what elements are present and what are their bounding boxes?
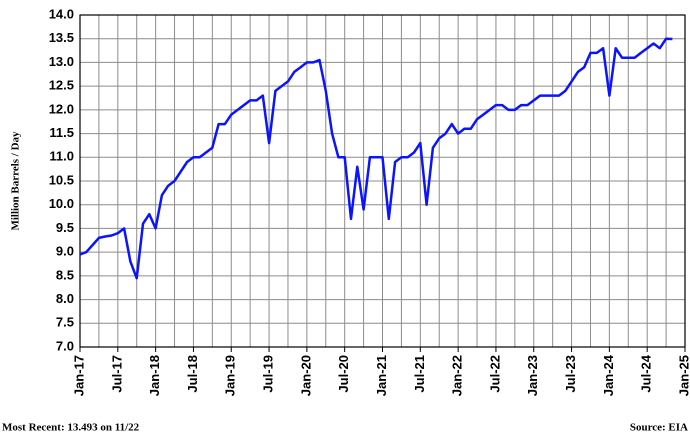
- x-tick-label: Jan-22: [450, 355, 465, 396]
- y-tick-label: 7.0: [56, 338, 74, 353]
- x-tick-label: Jan-24: [601, 354, 616, 396]
- x-tick-label: Jul-18: [185, 355, 200, 393]
- x-tick-label: Jul-23: [563, 355, 578, 393]
- x-tick-label: Jan-23: [525, 355, 540, 396]
- x-tick-label: Jan-21: [374, 355, 389, 396]
- x-tick-label: Jan-18: [147, 355, 162, 396]
- y-tick-label: 12.5: [49, 78, 74, 93]
- x-tick-label: Jan-19: [223, 355, 238, 396]
- y-tick-label: 11.0: [49, 149, 74, 164]
- footnote: Most Recent: 13.493 on 11/22: [2, 422, 140, 434]
- y-tick-label: 10.5: [49, 172, 74, 187]
- y-tick-label: 14.0: [49, 6, 74, 21]
- plot-frame: [79, 14, 686, 348]
- y-tick-label: 8.5: [56, 267, 74, 282]
- y-tick-label: 8.0: [56, 291, 74, 306]
- x-tick-label: Jul-21: [412, 355, 427, 393]
- x-tick-label: Jan-25: [676, 355, 690, 396]
- x-tick-label: Jul-22: [487, 355, 502, 393]
- y-axis-label: Million Barrels / Day: [10, 131, 22, 231]
- x-tick-label: Jul-17: [109, 355, 124, 393]
- y-tick-label: 12.0: [49, 101, 74, 116]
- x-tick-label: Jan-17: [71, 355, 86, 396]
- y-tick-label: 13.0: [49, 54, 74, 69]
- y-tick-label: 13.5: [49, 30, 74, 45]
- source: Source: EIA: [630, 422, 688, 434]
- y-tick-label: 7.5: [56, 315, 74, 330]
- y-tick-label: 10.0: [49, 196, 74, 211]
- x-tick-label: Jan-20: [298, 355, 313, 396]
- y-tick-label: 9.5: [56, 220, 74, 235]
- data-line: [79, 37, 673, 280]
- x-tick-label: Jul-20: [336, 355, 351, 393]
- x-tick-label: Jul-19: [261, 355, 276, 393]
- y-tick-label: 9.0: [56, 244, 74, 259]
- x-tick-label: Jul-24: [639, 354, 654, 392]
- y-tick-label: 11.5: [49, 125, 74, 140]
